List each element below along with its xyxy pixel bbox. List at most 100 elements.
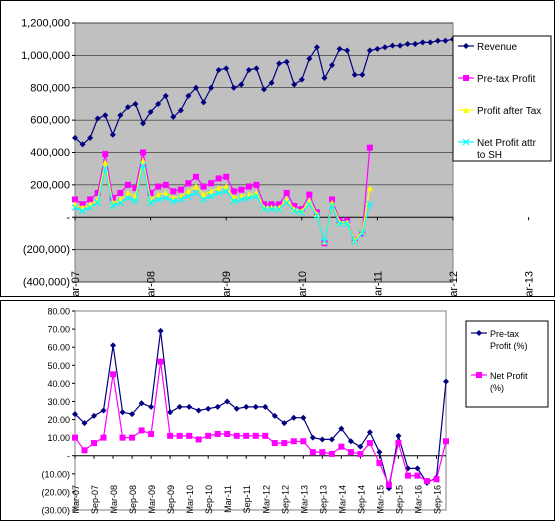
data-point [170,113,177,120]
data-point [132,100,139,107]
data-point [72,434,78,441]
data-point [224,398,231,405]
data-point [306,191,313,198]
series-net-profit-attr-to-sh [71,162,374,245]
data-point [184,192,192,200]
data-point [366,47,373,54]
data-point [374,45,381,52]
data-point [192,84,199,91]
data-point [283,189,290,196]
legend-marker [463,43,469,49]
data-point [321,238,328,245]
y-tick-label: (10.00) [41,469,70,479]
data-point [170,188,177,195]
data-point [140,157,147,164]
data-point [147,189,154,196]
data-point [119,409,126,416]
data-point [140,149,147,156]
data-point [275,205,283,213]
series-pre-tax-profit [72,327,449,492]
y-tick-label: 1,200,000 [21,18,70,30]
data-point [351,238,359,245]
data-point [434,37,441,44]
data-point [200,99,207,106]
data-point [147,109,154,116]
data-point [366,429,373,436]
data-point [148,403,155,410]
data-point [329,196,336,203]
y-tick-label: - [67,451,70,461]
data-point [313,212,321,220]
data-point [119,434,126,441]
data-point [129,434,136,441]
data-point [276,201,283,208]
legend-label: Revenue [477,42,517,53]
legend-item: Profit after Tax [458,106,541,117]
legend-label: Net Profit [490,371,528,381]
data-point [129,411,136,418]
data-point [336,45,343,52]
data-point [313,211,320,218]
data-point [351,236,358,243]
data-point [155,100,162,107]
data-point [395,432,402,439]
data-point [205,405,212,412]
y-tick-label: (20.00) [41,487,70,497]
data-point [147,199,155,207]
data-point [132,193,139,200]
margins-chart-panel: (30.00) (20.00) (10.00) - 10.00 20.00 30.00 40.… [0,300,555,521]
data-point [283,199,291,207]
financials-chart: (400,000) (200,000) - 200,000 400,000 600,000… [21,18,552,296]
data-point [281,440,288,447]
data-point [94,199,102,207]
x-tick-label: Mar-08 [109,485,119,514]
data-point [124,194,132,202]
data-point [230,188,237,195]
data-point [208,188,215,195]
data-point [245,66,252,73]
data-point [140,120,147,127]
data-point [427,39,434,46]
y-tick-label: 10.00 [47,433,70,443]
data-point [102,112,109,119]
y-tick-label: 60.00 [47,343,70,353]
data-point [298,76,305,83]
data-point [230,84,237,91]
data-point [404,465,411,472]
data-point [148,431,155,438]
y-tick-label: (30.00) [41,506,70,516]
data-point [329,62,336,69]
data-point [91,440,98,447]
data-point [132,197,139,205]
data-point [347,449,354,456]
data-point [237,196,245,203]
data-point [389,42,396,49]
data-point [192,183,199,190]
data-point [306,55,313,62]
legend: Pre-tax Profit (%) Net Profit (%) [465,320,549,408]
data-point [200,196,207,203]
data-point [94,115,101,122]
data-point [154,196,162,203]
data-point [366,185,373,192]
x-tick-label: Sep-11 [242,485,252,513]
data-point [313,44,320,51]
data-point [71,204,79,211]
y-tick-label: 1,000,000 [21,50,70,62]
data-point [200,191,207,198]
y-tick-label: 30.00 [47,397,70,407]
data-point [185,188,192,195]
data-point [376,459,383,466]
x-tick-label: Sep-08 [128,485,138,514]
data-point [347,438,354,445]
y-tick-label: 50.00 [47,361,70,371]
x-tick-label: Sep-13 [318,485,328,514]
x-tick-label: Sep-10 [204,485,214,514]
legend-marker [463,75,469,81]
series-revenue [72,36,456,148]
data-point [215,185,222,192]
data-point [167,409,174,416]
legend-label: (%) [490,383,504,393]
x-tick-label: Sep-16 [432,485,442,514]
